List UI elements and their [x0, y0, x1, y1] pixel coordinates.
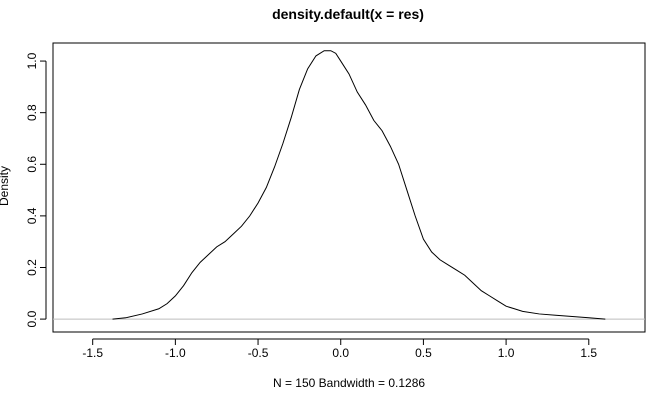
plot-frame	[52, 42, 646, 333]
y-tick-label: 0.6	[25, 156, 39, 173]
density-curve	[112, 50, 606, 320]
x-axis-label: N = 150 Bandwidth = 0.1286	[273, 376, 425, 390]
x-tick-label: -0.5	[248, 346, 269, 360]
y-tick-label: 0.0	[25, 310, 39, 327]
x-tick-label: 0.0	[332, 346, 349, 360]
x-tick-label: 1.5	[580, 346, 597, 360]
y-axis: 0.0 0.2 0.4 0.6 0.8 1.0	[25, 52, 47, 327]
x-tick-label: -1.0	[165, 346, 186, 360]
y-axis-label: Density	[0, 166, 11, 206]
y-tick-label: 0.8	[25, 104, 39, 121]
y-tick-label: 1.0	[25, 52, 39, 69]
x-axis: -1.5 -1.0 -0.5 0.0 0.5 1.0 1.5	[82, 338, 597, 360]
chart-title: density.default(x = res)	[272, 6, 424, 22]
x-tick-label: -1.5	[82, 346, 103, 360]
y-tick-label: 0.4	[25, 207, 39, 224]
x-tick-label: 0.5	[415, 346, 432, 360]
y-tick-label: 0.2	[25, 259, 39, 276]
x-tick-label: 1.0	[498, 346, 515, 360]
